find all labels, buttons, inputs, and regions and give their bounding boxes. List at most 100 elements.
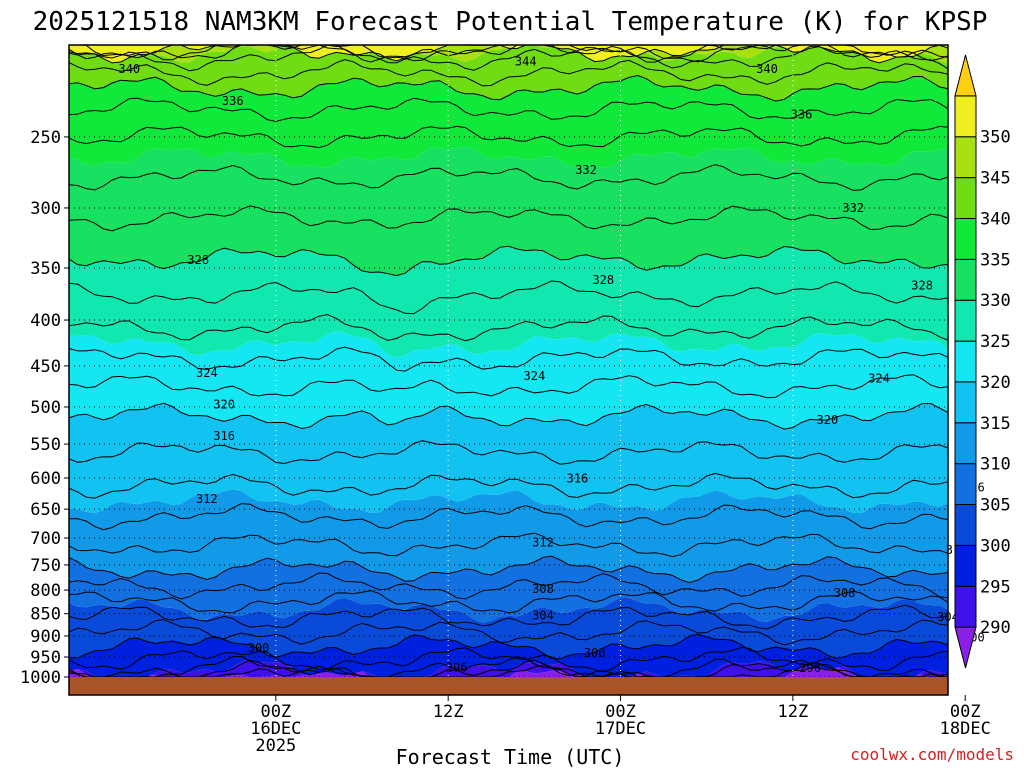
contour-label: 328 xyxy=(592,273,614,287)
contour-label: 332 xyxy=(575,163,597,177)
contour-label: 300 xyxy=(584,646,606,660)
theta-band-300-305 xyxy=(69,597,948,659)
colorbar-label: 340 xyxy=(980,209,1011,229)
contour-294 xyxy=(68,659,949,678)
contour-304 xyxy=(68,604,949,630)
y-tick-label: 550 xyxy=(30,435,61,455)
y-tick-label: 850 xyxy=(30,605,61,625)
x-tick-label: 00Z xyxy=(950,702,981,722)
colorbar-segment xyxy=(954,217,977,260)
y-tick-label: 600 xyxy=(30,469,61,489)
colorbar-segment xyxy=(954,381,977,424)
theta-band-330-335 xyxy=(69,146,948,276)
contour-298 xyxy=(68,646,949,673)
contour-312 xyxy=(68,532,949,558)
contour-336 xyxy=(68,125,949,149)
colorbar-label: 320 xyxy=(980,373,1011,393)
contour-label: 328 xyxy=(187,253,209,267)
plot-frame xyxy=(68,44,949,696)
x-tick-label: 00Z xyxy=(260,702,291,722)
contour-330 xyxy=(68,245,949,277)
y-tick-label: 900 xyxy=(30,627,61,647)
contour-label: 312 xyxy=(532,535,554,549)
contour-label: 308 xyxy=(532,582,554,596)
colorbar-segment xyxy=(954,95,977,138)
contour-310 xyxy=(68,555,949,584)
colorbar-segment xyxy=(954,258,977,301)
contour-label: 340 xyxy=(756,62,778,76)
contour-label: 296 xyxy=(446,661,468,675)
y-tick-label: 350 xyxy=(30,259,61,279)
colorbar-segment xyxy=(954,626,977,669)
theta-band-320-325 xyxy=(69,330,948,430)
credit-text: coolwx.com/models xyxy=(850,745,1014,764)
theta-band-335-340 xyxy=(69,75,948,168)
colorbar-segment xyxy=(954,136,977,179)
theta-band-315-320 xyxy=(69,403,948,514)
colorbar-label: 335 xyxy=(980,250,1011,270)
x-tick-label: 16DEC xyxy=(250,719,301,739)
y-tick-label: 250 xyxy=(30,128,61,148)
y-tick-label: 450 xyxy=(30,357,61,377)
contour-label: 324 xyxy=(196,366,218,380)
contour-328 xyxy=(68,280,949,315)
contour-label: 328 xyxy=(911,278,933,292)
contour-300 xyxy=(68,633,949,660)
x-tick-label: 18DEC xyxy=(940,719,991,739)
contour-label: 320 xyxy=(213,398,235,412)
contour-label: 316 xyxy=(567,472,589,486)
colorbar-label: 315 xyxy=(980,414,1011,434)
contour-label: 304 xyxy=(532,609,554,623)
theta-band-325-330 xyxy=(69,246,948,359)
contour-label: 308 xyxy=(834,586,856,600)
contour-302 xyxy=(68,619,949,646)
y-tick-label: 800 xyxy=(30,581,61,601)
contour-labels: 340 344 340 336 336 332 332 328 328 328 324 324 324 3… xyxy=(118,55,984,675)
contour-label: 332 xyxy=(842,201,864,215)
colorbar: 290 295 300 305 310 315 320 325 330 335 340 345 350 xyxy=(954,54,1011,669)
contour-label: 300 xyxy=(248,641,270,655)
y-tick-label: 300 xyxy=(30,199,61,219)
colorbar-label: 295 xyxy=(980,577,1011,597)
contour-344 xyxy=(68,44,949,72)
colorbar-label: 345 xyxy=(980,169,1011,189)
ground-surface xyxy=(69,677,948,695)
x-tick-label: 17DEC xyxy=(595,719,646,739)
x-tick-label: 12Z xyxy=(778,702,809,722)
contour-label: 324 xyxy=(868,372,890,386)
y-tick-label: 750 xyxy=(30,556,61,576)
contour-334 xyxy=(68,164,949,191)
y-tick-label: 650 xyxy=(30,500,61,520)
colorbar-segment xyxy=(954,585,977,628)
contour-324 xyxy=(68,346,949,372)
colorbar-segment xyxy=(954,177,977,219)
colorbar-label: 330 xyxy=(980,291,1011,311)
contour-label: 344 xyxy=(515,55,537,69)
contour-320 xyxy=(68,402,949,430)
theta-band-310-315 xyxy=(69,489,948,583)
colorbar-label: 310 xyxy=(980,455,1011,475)
theta-band-350-360 xyxy=(69,45,948,63)
contour-322 xyxy=(68,374,949,399)
contour-label: 296 xyxy=(799,661,821,675)
chart-title: 2025121518 NAM3KM Forecast Potential Tem… xyxy=(33,7,988,37)
contour-326 xyxy=(68,314,949,342)
colorbar-segment xyxy=(954,299,977,342)
x-tick-label: 00Z xyxy=(605,702,636,722)
contour-label: 320 xyxy=(817,413,839,427)
colorbar-segment xyxy=(954,54,977,97)
y-tick-label: 400 xyxy=(30,311,61,331)
plot-area: 340 344 340 336 336 332 332 328 328 328 324 324 324 3… xyxy=(68,44,985,696)
colorbar-label: 350 xyxy=(980,128,1011,148)
colorbar-label: 290 xyxy=(980,618,1011,638)
contour-308 xyxy=(68,572,949,600)
contour-label: 324 xyxy=(524,369,546,383)
x-tick-label: 12Z xyxy=(433,702,464,722)
contour-340 xyxy=(68,74,949,102)
theta-band-290-295 xyxy=(69,659,948,677)
y-tick-label: 700 xyxy=(30,529,61,549)
contour-342 xyxy=(68,59,949,87)
theta-band-280-290 xyxy=(69,665,948,677)
